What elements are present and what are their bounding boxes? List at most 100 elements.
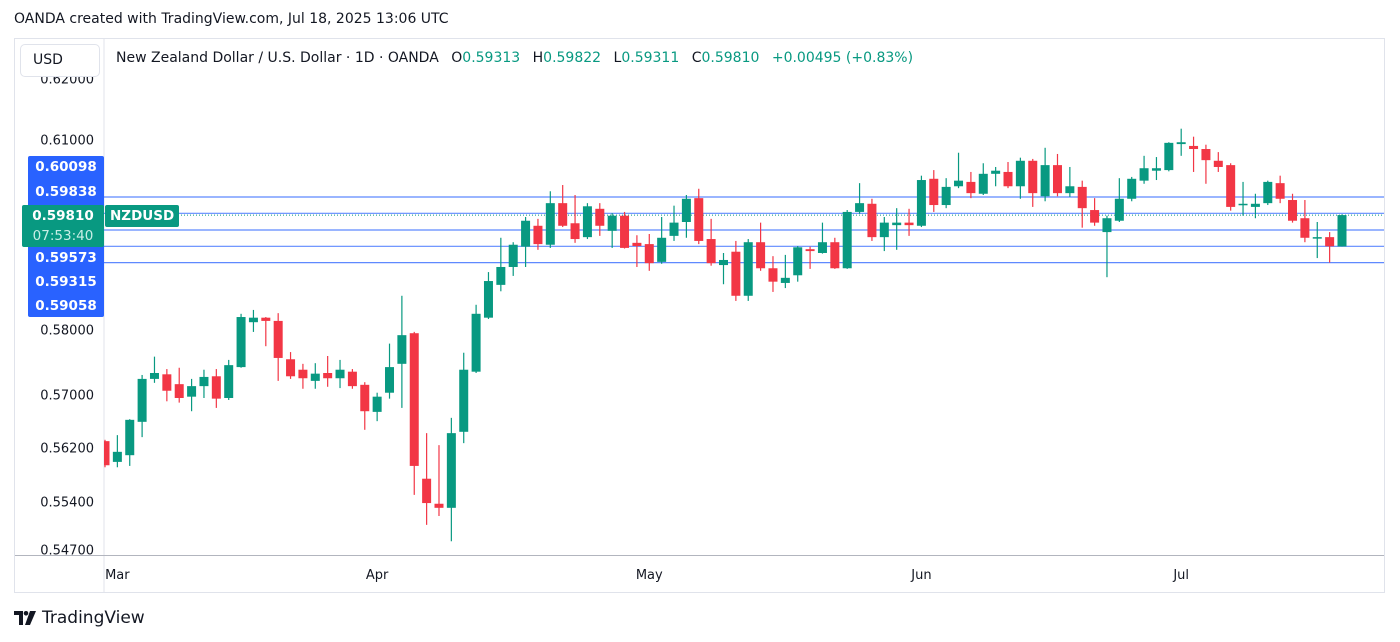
legend-title[interactable]: New Zealand Dollar / U.S. Dollar · 1D · … — [116, 50, 439, 66]
candle[interactable] — [1015, 157, 1025, 199]
candle[interactable] — [422, 433, 432, 525]
candle[interactable] — [273, 313, 283, 381]
candle[interactable] — [347, 369, 357, 389]
candle[interactable] — [545, 191, 555, 248]
candle[interactable] — [298, 363, 308, 389]
candle[interactable] — [842, 210, 852, 269]
candle[interactable] — [793, 246, 803, 282]
candle[interactable] — [731, 240, 741, 301]
candle[interactable] — [954, 152, 964, 189]
candle[interactable] — [1065, 166, 1075, 197]
candle[interactable] — [385, 343, 395, 399]
candle[interactable] — [681, 195, 691, 238]
candle[interactable] — [855, 183, 865, 214]
candle[interactable] — [1028, 158, 1038, 207]
candle[interactable] — [372, 392, 382, 422]
candle[interactable] — [211, 369, 221, 408]
candle[interactable] — [483, 272, 493, 319]
candle[interactable] — [756, 222, 766, 271]
candle[interactable] — [1090, 198, 1100, 226]
candle[interactable] — [1189, 136, 1199, 172]
candle[interactable] — [112, 435, 122, 468]
candle[interactable] — [397, 295, 407, 408]
candle[interactable] — [1052, 153, 1062, 197]
candle[interactable] — [521, 216, 531, 267]
candle[interactable] — [582, 203, 592, 240]
candle[interactable] — [879, 216, 889, 252]
candle[interactable] — [1040, 147, 1050, 202]
candle[interactable] — [1077, 180, 1087, 228]
candle[interactable] — [1127, 176, 1137, 202]
candle[interactable] — [916, 175, 926, 228]
candle[interactable] — [669, 205, 679, 241]
candle[interactable] — [1300, 200, 1310, 243]
candle[interactable] — [286, 352, 296, 379]
candle[interactable] — [1288, 193, 1298, 223]
candle[interactable] — [632, 235, 642, 267]
candle[interactable] — [1176, 128, 1186, 156]
candle[interactable] — [817, 222, 827, 254]
candle[interactable] — [657, 216, 667, 264]
candle[interactable] — [1213, 152, 1223, 172]
candle[interactable] — [570, 195, 580, 243]
candle[interactable] — [1114, 178, 1124, 222]
candle[interactable] — [1102, 215, 1112, 278]
candle[interactable] — [1226, 163, 1236, 211]
candle[interactable] — [904, 208, 914, 236]
candle[interactable] — [1263, 180, 1273, 206]
candle[interactable] — [409, 331, 419, 495]
candle[interactable] — [805, 246, 815, 269]
candle[interactable] — [743, 239, 753, 301]
candle[interactable] — [248, 309, 258, 332]
candle[interactable] — [261, 317, 271, 347]
candle[interactable] — [335, 359, 345, 389]
candle[interactable] — [1201, 144, 1211, 184]
candle[interactable] — [867, 198, 877, 241]
candle[interactable] — [224, 359, 234, 400]
candle[interactable] — [595, 203, 605, 236]
candle[interactable] — [941, 178, 951, 209]
candle[interactable] — [1250, 193, 1260, 219]
candle[interactable] — [1337, 214, 1347, 247]
candle[interactable] — [966, 171, 976, 199]
candle[interactable] — [780, 254, 790, 289]
candle[interactable] — [199, 369, 209, 398]
candle[interactable] — [1164, 142, 1174, 172]
candle[interactable] — [236, 313, 246, 368]
candle[interactable] — [434, 445, 444, 516]
candle[interactable] — [929, 170, 939, 212]
time-axis[interactable]: Mar Apr May Jun Jul — [104, 556, 1384, 592]
candle[interactable] — [892, 208, 902, 250]
candle[interactable] — [125, 419, 135, 466]
candle[interactable] — [1139, 155, 1149, 184]
candle[interactable] — [471, 304, 481, 373]
candle[interactable] — [1151, 157, 1161, 181]
candle[interactable] — [694, 188, 704, 245]
candle[interactable] — [1238, 181, 1248, 216]
candle[interactable] — [1312, 221, 1322, 259]
tradingview-logo[interactable]: TradingView — [14, 608, 145, 628]
candle[interactable] — [644, 233, 654, 271]
candle[interactable] — [496, 237, 506, 292]
candle[interactable] — [101, 439, 110, 468]
candle[interactable] — [162, 369, 172, 402]
currency-button[interactable]: USD — [20, 44, 100, 77]
candle[interactable] — [446, 417, 456, 542]
candle[interactable] — [607, 213, 617, 248]
candle[interactable] — [620, 211, 630, 249]
candle[interactable] — [149, 356, 159, 383]
candle[interactable] — [533, 218, 543, 250]
candle[interactable] — [360, 382, 370, 430]
candle[interactable] — [558, 185, 568, 228]
candle[interactable] — [706, 218, 716, 266]
candle[interactable] — [830, 237, 840, 269]
candle[interactable] — [1325, 232, 1335, 263]
candle[interactable] — [991, 166, 1001, 187]
candle[interactable] — [978, 163, 988, 196]
candle[interactable] — [310, 363, 320, 389]
candle[interactable] — [323, 355, 333, 387]
candle[interactable] — [459, 352, 469, 444]
candle[interactable] — [768, 256, 778, 292]
candle[interactable] — [1275, 175, 1285, 204]
